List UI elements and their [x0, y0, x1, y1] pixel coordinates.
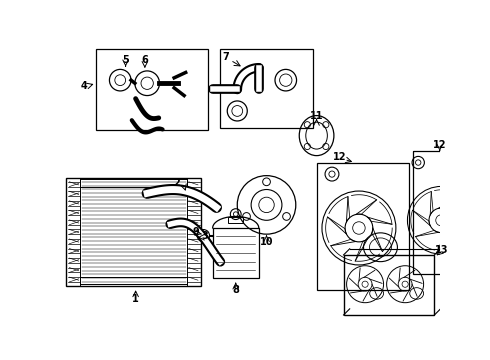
Text: 2: 2 [173, 178, 180, 188]
Text: 11: 11 [310, 111, 323, 121]
Text: 4: 4 [81, 81, 87, 91]
Bar [343, 255, 435, 315]
Bar [228, 217, 244, 223]
Text: 8: 8 [232, 285, 239, 294]
Text: 12: 12 [333, 152, 346, 162]
Text: 3: 3 [201, 231, 208, 241]
Bar [413, 151, 490, 274]
Bar [80, 178, 187, 187]
Text: 1: 1 [132, 294, 139, 304]
Bar [97, 49, 208, 130]
Bar [80, 276, 187, 286]
Bar [220, 49, 313, 128]
Text: 9: 9 [192, 227, 199, 237]
Bar [317, 163, 409, 289]
Text: 13: 13 [435, 244, 448, 255]
Bar [213, 228, 259, 278]
Bar [80, 180, 187, 284]
Text: 10: 10 [260, 237, 273, 247]
Text: 12: 12 [433, 140, 446, 150]
Text: 5: 5 [122, 55, 129, 65]
Text: 7: 7 [222, 52, 229, 62]
Text: 6: 6 [142, 55, 148, 65]
Bar [66, 178, 201, 286]
